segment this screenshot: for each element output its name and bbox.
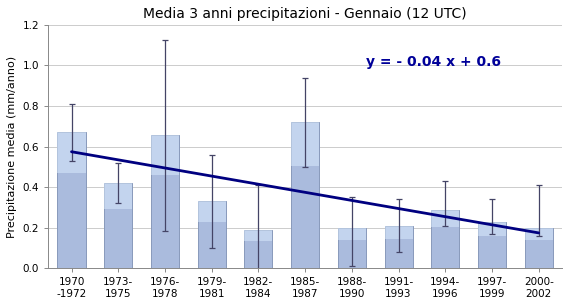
Text: y = - 0.04 x + 0.6: y = - 0.04 x + 0.6 [366, 55, 501, 69]
Bar [291, 122, 319, 166]
Bar [197, 201, 226, 222]
Bar [431, 210, 459, 227]
Bar [385, 226, 413, 268]
Bar [431, 210, 459, 268]
Bar [478, 222, 506, 236]
Y-axis label: Precipitazione media (mm/anno): Precipitazione media (mm/anno) [7, 56, 17, 238]
Bar [291, 122, 319, 268]
Bar [244, 230, 273, 268]
Bar [338, 228, 366, 268]
Bar [151, 136, 179, 175]
Bar [244, 230, 273, 241]
Bar [57, 132, 85, 173]
Bar [57, 132, 85, 268]
Bar [338, 228, 366, 240]
Bar [151, 136, 179, 268]
Bar [197, 201, 226, 268]
Bar [525, 228, 552, 240]
Bar [104, 183, 132, 209]
Bar [104, 183, 132, 268]
Bar [385, 226, 413, 239]
Bar [478, 222, 506, 268]
Title: Media 3 anni precipitazioni - Gennaio (12 UTC): Media 3 anni precipitazioni - Gennaio (1… [143, 7, 467, 21]
Bar [525, 228, 552, 268]
